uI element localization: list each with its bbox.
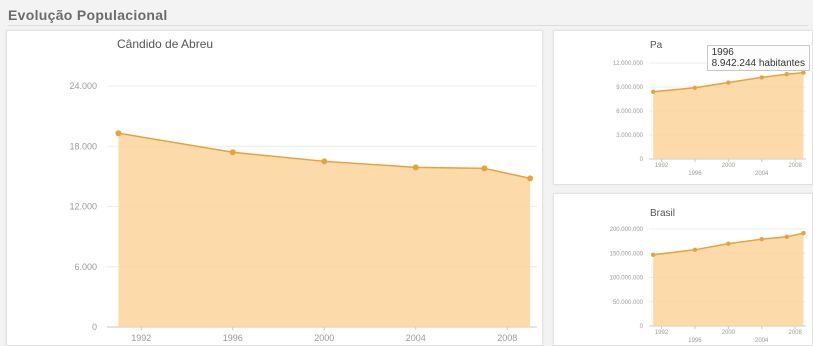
data-point[interactable] — [759, 75, 764, 80]
series-line — [653, 232, 804, 256]
data-point[interactable] — [784, 72, 789, 77]
tooltip-value: 8.942.244 habitantes — [711, 58, 805, 69]
data-point[interactable] — [726, 241, 731, 246]
data-point[interactable] — [759, 236, 764, 242]
data-point[interactable] — [650, 89, 656, 94]
population-chart-state: Pa 0 3.000.000 6.000.000 9.000.000 12.000.000… — [613, 40, 806, 177]
chart-panel-state: Pa 0 3.000.000 6.000.000 9.000.000 12.000.000… — [553, 30, 813, 185]
x-tick-label: 1996 — [688, 338, 702, 344]
y-tick-label: 18.000 — [69, 141, 97, 151]
x-tick-label: 2004 — [406, 333, 426, 343]
section-title: Evolução Populacional — [8, 7, 168, 23]
data-point[interactable] — [726, 80, 731, 85]
population-chart-municipality: Cândido de Abreu 0 6.000 12.000 18.000 24.000… — [69, 37, 537, 343]
chart-panel-country: Brasil 0 50.000.000 100.000.000 150.000.000 2… — [553, 193, 813, 346]
series-line — [118, 132, 531, 180]
y-tick-label: 12.000 — [69, 202, 97, 212]
y-tick-label: 24.000 — [69, 81, 97, 91]
y-tick-label: 0 — [640, 324, 644, 330]
data-point[interactable] — [801, 230, 806, 236]
population-chart-country: Brasil 0 50.000.000 100.000.000 150.000.000 2… — [610, 208, 806, 344]
data-point[interactable] — [692, 247, 698, 253]
series-line — [653, 71, 804, 93]
x-tick-label: 2004 — [755, 338, 769, 344]
data-point[interactable] — [784, 234, 789, 240]
chart-title: Pa — [650, 40, 663, 51]
y-tick-label: 3.000.000 — [616, 133, 643, 139]
y-tick-label: 0 — [92, 322, 97, 332]
data-point[interactable] — [527, 175, 534, 182]
series-area — [653, 72, 804, 159]
y-tick-label: 50.000.000 — [613, 300, 644, 306]
data-point[interactable] — [412, 164, 419, 171]
series-area — [118, 133, 531, 327]
section-divider — [8, 25, 808, 26]
x-tick-label: 1992 — [655, 330, 669, 336]
x-tick-label: 2000 — [722, 163, 736, 169]
x-tick-label: 2004 — [755, 171, 769, 177]
y-tick-label: 150.000.000 — [610, 251, 644, 257]
x-tick-label: 1992 — [131, 333, 151, 343]
tooltip-year: 1996 — [711, 47, 734, 58]
data-point[interactable] — [801, 70, 806, 75]
y-tick-label: 6.000 — [74, 262, 97, 272]
data-point[interactable] — [321, 158, 328, 165]
chart-tooltip: 1996 8.942.244 habitantes — [706, 45, 810, 71]
y-tick-label: 6.000.000 — [616, 109, 643, 115]
y-tick-label: 0 — [640, 157, 644, 163]
y-tick-label: 12.000.000 — [613, 61, 644, 67]
x-tick-label: 1996 — [688, 171, 702, 177]
x-tick-label: 1992 — [655, 163, 669, 169]
data-point[interactable] — [115, 130, 122, 137]
x-tick-label: 2008 — [788, 163, 802, 169]
x-tick-label: 1996 — [223, 333, 243, 343]
x-tick-label: 2000 — [314, 333, 334, 343]
chart-panel-municipality: Cândido de Abreu 0 6.000 12.000 18.000 24.000… — [6, 30, 543, 346]
x-tick-label: 2008 — [788, 330, 802, 336]
y-tick-label: 9.000.000 — [616, 85, 643, 91]
series-area — [653, 233, 804, 326]
x-tick-label: 2000 — [722, 330, 736, 336]
y-tick-label: 100.000.000 — [610, 276, 644, 282]
data-point[interactable] — [229, 149, 236, 156]
y-tick-label: 200.000.000 — [610, 227, 644, 233]
data-point[interactable] — [692, 85, 698, 90]
chart-title: Brasil — [650, 208, 675, 219]
data-point[interactable] — [650, 252, 656, 258]
chart-title: Cândido de Abreu — [117, 37, 213, 51]
data-point[interactable] — [481, 165, 488, 172]
x-tick-label: 2008 — [497, 333, 517, 343]
